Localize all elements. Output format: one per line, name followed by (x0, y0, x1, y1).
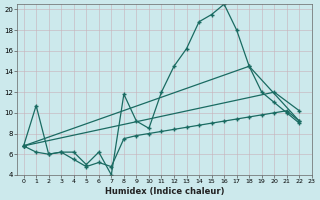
X-axis label: Humidex (Indice chaleur): Humidex (Indice chaleur) (105, 187, 224, 196)
